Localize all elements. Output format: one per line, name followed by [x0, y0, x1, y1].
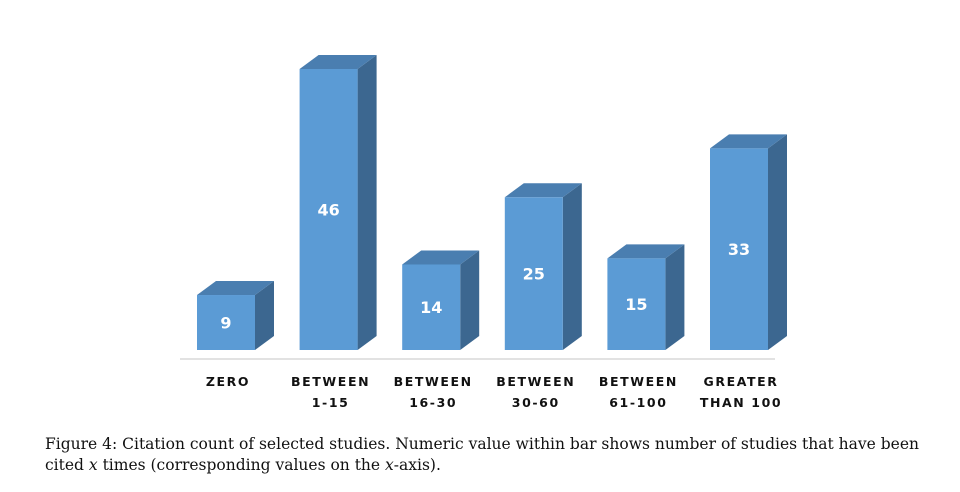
- bar-side-face: [562, 183, 582, 350]
- caption-text-3: -axis).: [393, 456, 441, 474]
- bar-front-face: [197, 295, 255, 350]
- bar-top-face: [299, 55, 377, 69]
- bar-4: 25: [504, 183, 582, 350]
- bar-side-face: [665, 244, 685, 350]
- bar-top-face: [402, 250, 480, 265]
- bar-5: 15: [607, 244, 685, 350]
- caption-text-1: Figure 4: Citation count of selected stu…: [45, 435, 919, 474]
- category-label: 30-60: [512, 395, 560, 410]
- category-label: BETWEEN: [291, 374, 370, 389]
- bar-front-face: [607, 258, 666, 350]
- category-label: BETWEEN: [599, 374, 678, 389]
- category-label: 16-30: [409, 395, 457, 410]
- bar-top-face: [710, 134, 787, 149]
- bar-2: 46: [299, 55, 377, 350]
- bar-1: 9: [197, 281, 274, 350]
- bar-front-face: [504, 197, 563, 350]
- bar-value-label: 15: [625, 295, 647, 314]
- bars-group: 9 46 14 25 15 33: [197, 55, 787, 350]
- bar-value-label: 14: [420, 298, 442, 317]
- bar-top-face: [607, 244, 685, 259]
- category-label: BETWEEN: [496, 374, 575, 389]
- bar-6: 33: [710, 134, 787, 350]
- bar-value-label: 9: [220, 314, 231, 333]
- bar-side-face: [255, 281, 274, 350]
- category-label: ZERO: [206, 374, 250, 389]
- category-label: BETWEEN: [394, 374, 473, 389]
- category-labels-group: ZERO BETWEEN 1-15 BETWEEN 16-30 BETWEEN 30-60 B…: [206, 374, 782, 410]
- bar-value-label: 25: [523, 265, 545, 284]
- bar-top-face: [197, 281, 274, 296]
- bar-front-face: [299, 69, 358, 350]
- bar-side-face: [357, 55, 377, 350]
- bar-side-face: [460, 250, 480, 350]
- bar-side-face: [768, 134, 787, 350]
- caption-text-2: times (corresponding values on the: [97, 456, 386, 474]
- category-label: 61-100: [609, 395, 667, 410]
- bar-chart: 9 46 14 25 15 33 ZERO BETWEEN 1-15 BETWEEN 16-30 B…: [180, 55, 787, 410]
- figure-caption: Figure 4: Citation count of selected stu…: [45, 434, 945, 476]
- category-label: THAN 100: [700, 395, 782, 410]
- caption-var-x-1: x: [88, 456, 98, 474]
- caption-var-x-2: x: [385, 456, 394, 474]
- bar-value-label: 46: [317, 201, 339, 220]
- category-label: GREATER: [703, 374, 778, 389]
- bar-3: 14: [402, 250, 480, 350]
- category-label: 1-15: [312, 395, 350, 410]
- bar-value-label: 33: [728, 240, 750, 259]
- bar-front-face: [710, 148, 768, 350]
- bar-top-face: [504, 183, 582, 198]
- bar-front-face: [402, 264, 461, 350]
